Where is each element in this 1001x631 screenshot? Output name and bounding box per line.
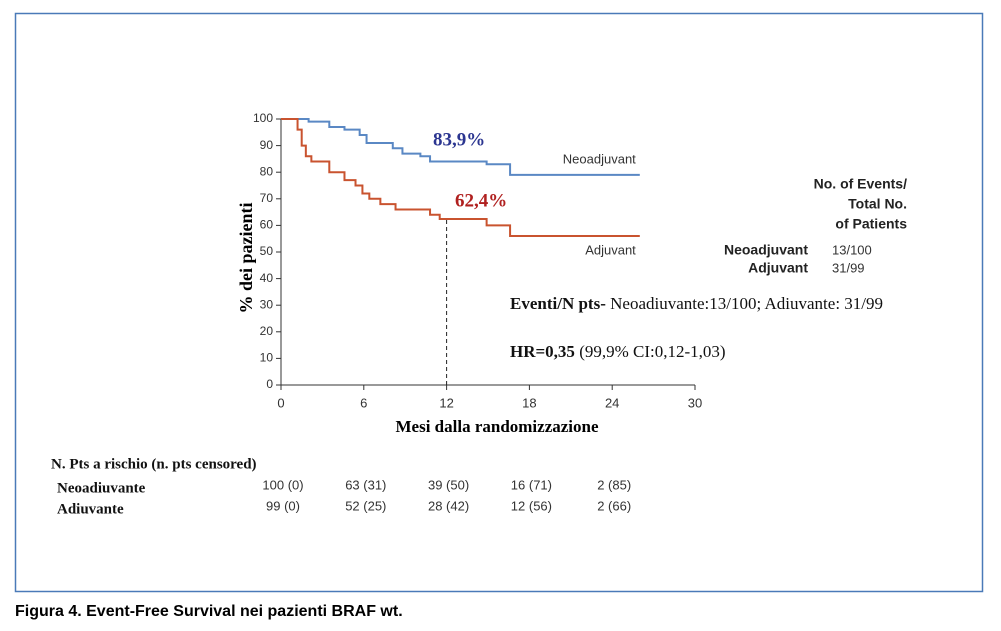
series-label: Adjuvant (585, 242, 636, 257)
x-tick-label: 6 (360, 395, 367, 410)
y-tick-label: 40 (260, 271, 274, 285)
x-tick-label: 18 (522, 395, 536, 410)
y-tick-label: 30 (260, 297, 274, 311)
events-row-name: Adjuvant (748, 260, 808, 276)
y-axis-label: % dei pazienti (236, 203, 256, 314)
x-tick-label: 30 (688, 395, 702, 410)
risk-value: 52 (25) (345, 498, 386, 513)
km-curve (281, 118, 640, 238)
km-curve (281, 118, 640, 176)
y-tick-label: 20 (260, 324, 274, 338)
note: Eventi/N pts- Neoadiuvante:13/100; Adiuv… (510, 294, 883, 313)
y-tick-label: 0 (266, 377, 273, 391)
events-header: of Patients (835, 216, 907, 232)
risk-row-name: Neoadiuvante (57, 480, 146, 496)
note-text: (99,9% CI:0,12-1,03) (575, 342, 726, 361)
x-axis-label: Mesi dalla randomizzazione (395, 417, 598, 436)
risk-title: N. Pts a rischio (n. pts censored) (51, 456, 257, 472)
y-tick-label: 50 (260, 244, 274, 258)
risk-value: 63 (31) (345, 477, 386, 492)
risk-value: 2 (66) (597, 498, 631, 513)
annotation: 83,9% (433, 129, 485, 150)
annotation: 62,4% (455, 190, 507, 211)
y-tick-label: 80 (260, 164, 274, 178)
series-label: Neoadjuvant (563, 151, 636, 166)
y-tick-label: 100 (253, 111, 273, 125)
y-tick-label: 90 (260, 138, 274, 152)
events-row-name: Neoadjuvant (724, 242, 808, 258)
y-tick-label: 10 (260, 351, 274, 365)
note: HR=0,35 (99,9% CI:0,12-1,03) (510, 342, 726, 361)
x-tick-label: 12 (439, 395, 453, 410)
events-header: No. of Events/ (814, 176, 907, 192)
events-header: Total No. (848, 196, 907, 212)
note-bold: Eventi/N pts- (510, 294, 606, 313)
risk-value: 12 (56) (511, 498, 552, 513)
risk-value: 28 (42) (428, 498, 469, 513)
note-text: Neoadiuvante:13/100; Adiuvante: 31/99 (606, 294, 883, 313)
y-tick-label: 70 (260, 191, 274, 205)
x-tick-label: 0 (277, 395, 284, 410)
events-row-value: 13/100 (832, 242, 872, 257)
risk-value: 39 (50) (428, 477, 469, 492)
note-bold: HR=0,35 (510, 342, 575, 361)
events-row-value: 31/99 (832, 260, 865, 275)
risk-value: 2 (85) (597, 477, 631, 492)
caption: Figura 4. Event-Free Survival nei pazien… (15, 603, 403, 620)
y-tick-label: 60 (260, 218, 274, 232)
risk-row-name: Adiuvante (57, 501, 124, 517)
x-tick-label: 24 (605, 395, 619, 410)
risk-value: 16 (71) (511, 477, 552, 492)
risk-value: 99 (0) (266, 498, 300, 513)
risk-value: 100 (0) (262, 477, 303, 492)
frame (14, 12, 984, 593)
